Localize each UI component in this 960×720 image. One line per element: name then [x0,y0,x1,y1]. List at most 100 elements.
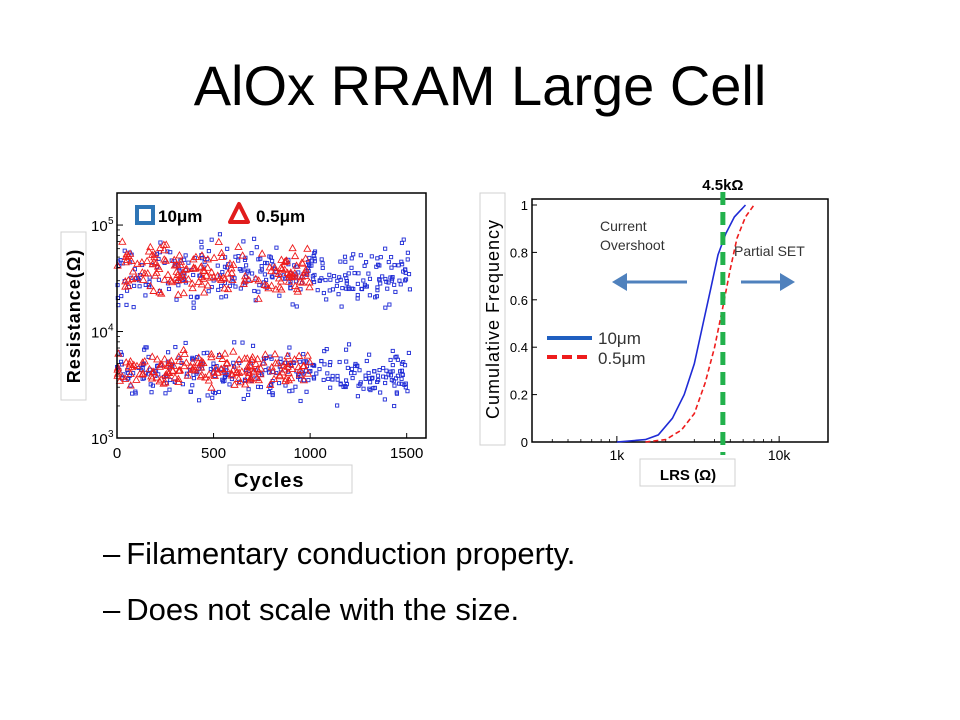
scatter-square-marker [328,385,333,390]
scatter-triangle-marker [188,283,197,292]
scatter-square-marker [407,287,412,292]
scatter-triangle-marker [157,289,166,297]
scatter-square-marker [139,367,144,372]
scatter-square-marker [375,285,380,290]
scatter-square-marker [246,268,251,273]
scatter-square-marker [256,289,261,294]
scatter-square-marker [182,257,187,262]
scatter-triangle-marker [269,374,279,383]
scatter-square-marker [388,373,393,378]
scatter-square-marker [344,347,349,352]
scatter-triangle-marker [188,364,197,372]
left-axis-label-bg [60,231,87,401]
scatter-triangle-marker [244,368,254,376]
left-arrow-icon [612,273,687,291]
scatter-triangle-marker [169,361,178,369]
scatter-square-marker [339,304,344,309]
scatter-square-marker [254,245,259,250]
scatter-square-marker [335,403,340,408]
scatter-triangle-marker [280,265,289,273]
scatter-square-marker [314,371,319,376]
scatter-square-marker [188,294,193,299]
scatter-square-marker [328,277,333,282]
scatter-triangle-marker [218,354,227,362]
scatter-triangle-marker [160,245,169,254]
scatter-square-marker [369,254,374,259]
scatter-triangle-marker [225,259,235,267]
scatter-square-marker [349,366,355,371]
scatter-triangle-marker [132,361,142,370]
scatter-square-marker [364,284,369,289]
scatter-triangle-marker [209,272,218,281]
scatter-triangle-marker [244,366,253,374]
scatter-square-marker [211,361,216,366]
scatter-triangle-marker [164,360,174,368]
scatter-square-marker [344,281,349,286]
scatter-triangle-marker [149,257,159,265]
scatter-square-marker [382,397,387,402]
scatter-square-marker [324,297,329,302]
scatter-square-marker [191,305,196,310]
left-y-tick-label: 10 [91,431,108,448]
left-annotation-line2: Overshoot [600,237,665,253]
scatter-square-marker [246,392,251,397]
scatter-triangle-marker [174,374,183,383]
scatter-square-marker [350,376,355,381]
scatter-triangle-marker [281,376,290,385]
scatter-square-marker [399,368,404,373]
scatter-triangle-marker [296,277,305,285]
scatter-triangle-marker [196,263,205,271]
scatter-square-marker [288,279,293,285]
scatter-square-marker [344,378,349,383]
scatter-triangle-marker [254,375,263,384]
scatter-square-marker [330,377,335,382]
left-x-tick-label: 500 [201,445,226,462]
scatter-square-marker [266,390,272,395]
scatter-square-marker [383,246,388,251]
scatter-square-marker [249,251,254,256]
scatter-square-marker [355,394,360,399]
scatter-square-marker [298,377,303,382]
scatter-triangle-marker [227,268,236,276]
scatter-square-marker [262,272,267,277]
scatter-square-marker [386,259,391,265]
left-xlabel-bg [227,464,353,494]
scatter-square-marker [149,390,154,395]
scatter-triangle-marker [155,264,164,273]
scatter-triangle-marker [170,261,179,269]
scatter-square-marker [369,376,375,381]
scatter-square-marker [312,256,317,261]
scatter-square-marker [198,273,203,278]
scatter-square-marker [390,363,395,368]
scatter-square-marker [340,286,345,291]
scatter-triangle-marker [207,349,216,358]
scatter-square-marker [310,258,315,263]
scatter-square-marker [219,295,224,300]
scatter-square-marker [392,403,397,409]
scatter-square-marker [290,388,295,393]
scatter-square-marker [398,282,403,287]
right-legend-label-10um: 10μm [598,329,641,348]
scatter-triangle-marker [207,267,216,276]
scatter-square-marker [338,382,343,387]
scatter-square-marker [168,250,173,255]
scatter-square-marker [358,253,363,258]
scatter-triangle-marker [174,352,183,360]
scatter-triangle-marker [253,354,262,363]
scatter-square-marker [334,283,339,288]
scatter-square-marker [383,305,388,310]
scatter-square-marker [395,373,400,378]
scatter-triangle-marker [174,377,183,385]
scatter-square-marker [402,278,408,283]
scatter-square-marker [346,342,352,347]
bullet-item: – Does not scale with the size. [103,594,519,625]
scatter-square-marker [118,258,123,263]
scatter-square-marker [298,398,303,404]
scatter-square-marker [216,287,221,292]
scatter-square-marker [232,340,237,345]
scatter-square-marker [364,260,369,265]
scatter-triangle-marker [253,365,262,373]
scatter-triangle-marker [168,366,177,375]
scatter-triangle-marker [178,268,188,276]
right-x-tick-label: 1k [609,447,625,463]
